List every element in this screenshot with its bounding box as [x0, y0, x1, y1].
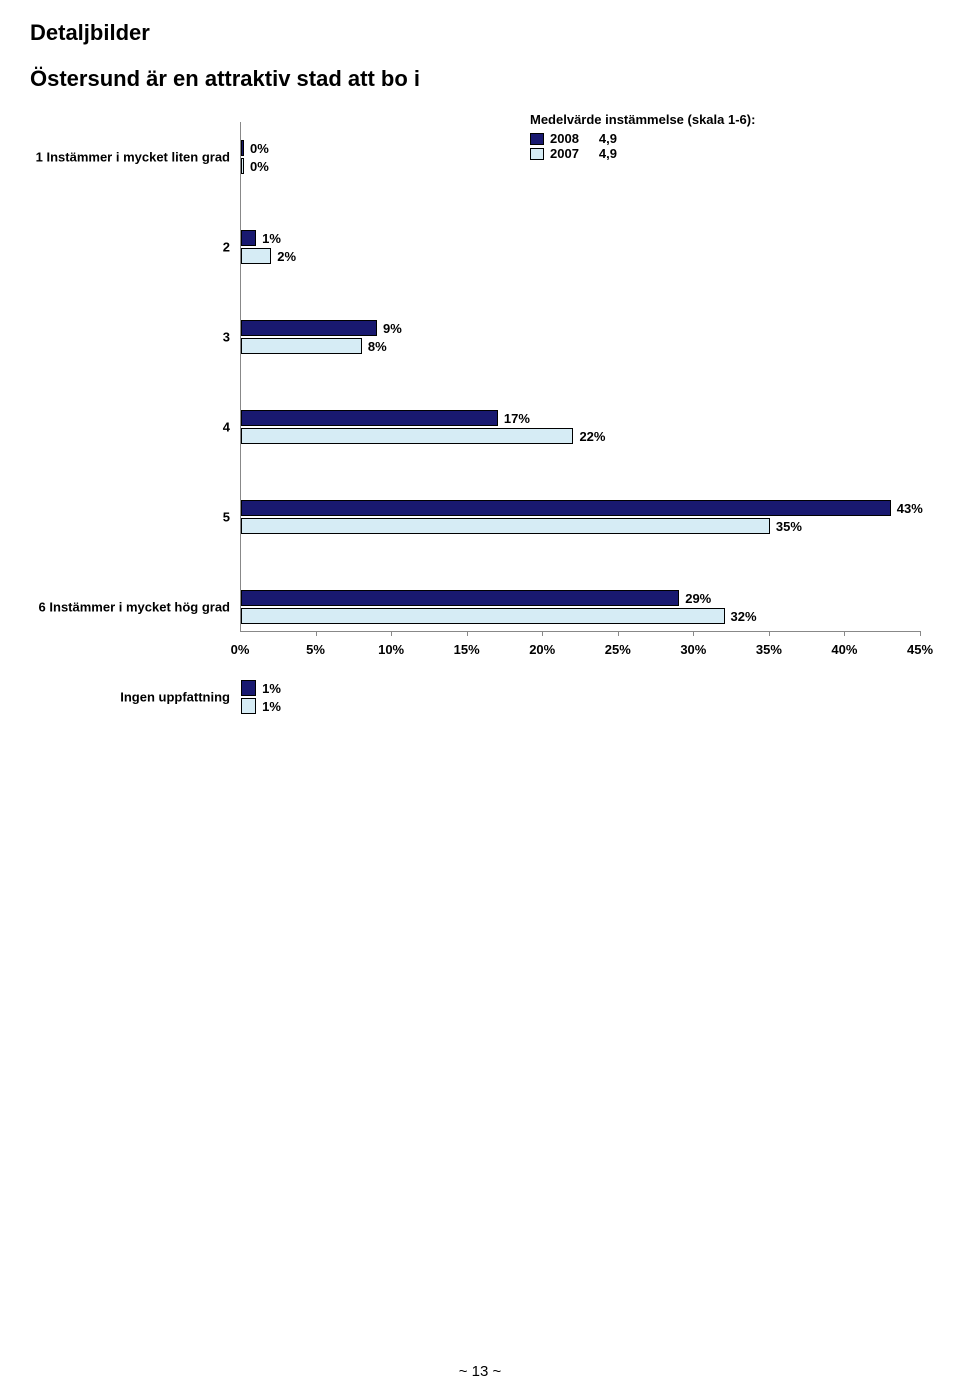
- category-label: 5: [30, 510, 230, 525]
- bar-value-label: 0%: [250, 159, 269, 174]
- x-tick-label: 20%: [529, 642, 555, 657]
- bar-value-label: 22%: [579, 429, 605, 444]
- plot-area: 0%0%1%2%9%8%17%22%43%35%29%32%1%1%: [240, 122, 920, 632]
- bar-series2: [241, 428, 573, 444]
- bar-value-label: 32%: [731, 609, 757, 624]
- category-label: 6 Instämmer i mycket hög grad: [30, 600, 230, 615]
- bar-series2: [241, 158, 244, 174]
- category-label: Ingen uppfattning: [30, 690, 230, 705]
- bar-value-label: 1%: [262, 231, 281, 246]
- x-tick-label: 35%: [756, 642, 782, 657]
- bar-value-label: 2%: [277, 249, 296, 264]
- bar-series1: [241, 140, 244, 156]
- page-title-1: Detaljbilder: [30, 20, 930, 46]
- x-tick-label: 30%: [680, 642, 706, 657]
- bar-series1: [241, 230, 256, 246]
- x-tick-label: 25%: [605, 642, 631, 657]
- bar-value-label: 29%: [685, 591, 711, 606]
- x-tick-label: 0%: [231, 642, 250, 657]
- bar-series1: [241, 410, 498, 426]
- x-tick-label: 45%: [907, 642, 933, 657]
- bar-series1: [241, 590, 679, 606]
- category-label: 1 Instämmer i mycket liten grad: [30, 150, 230, 165]
- bar-value-label: 43%: [897, 501, 923, 516]
- bar-series2: [241, 248, 271, 264]
- bar-value-label: 1%: [262, 681, 281, 696]
- bar-series1: [241, 500, 891, 516]
- bar-value-label: 8%: [368, 339, 387, 354]
- bar-series2: [241, 338, 362, 354]
- page-footer: ~ 13 ~: [30, 1363, 930, 1380]
- x-tick-label: 15%: [454, 642, 480, 657]
- bar-value-label: 17%: [504, 411, 530, 426]
- bar-series1: [241, 680, 256, 696]
- x-tick-label: 40%: [831, 642, 857, 657]
- category-label: 2: [30, 240, 230, 255]
- page-title-2: Östersund är en attraktiv stad att bo i: [30, 66, 930, 92]
- category-label: 4: [30, 420, 230, 435]
- bar-series1: [241, 320, 377, 336]
- x-tick-label: 5%: [306, 642, 325, 657]
- bar-series2: [241, 608, 725, 624]
- chart-container: Medelvärde instämmelse (skala 1-6): 2008…: [30, 122, 930, 722]
- x-tick-label: 10%: [378, 642, 404, 657]
- bar-series2: [241, 698, 256, 714]
- bar-value-label: 0%: [250, 141, 269, 156]
- bar-value-label: 35%: [776, 519, 802, 534]
- bar-value-label: 9%: [383, 321, 402, 336]
- bar-value-label: 1%: [262, 699, 281, 714]
- category-label: 3: [30, 330, 230, 345]
- bar-series2: [241, 518, 770, 534]
